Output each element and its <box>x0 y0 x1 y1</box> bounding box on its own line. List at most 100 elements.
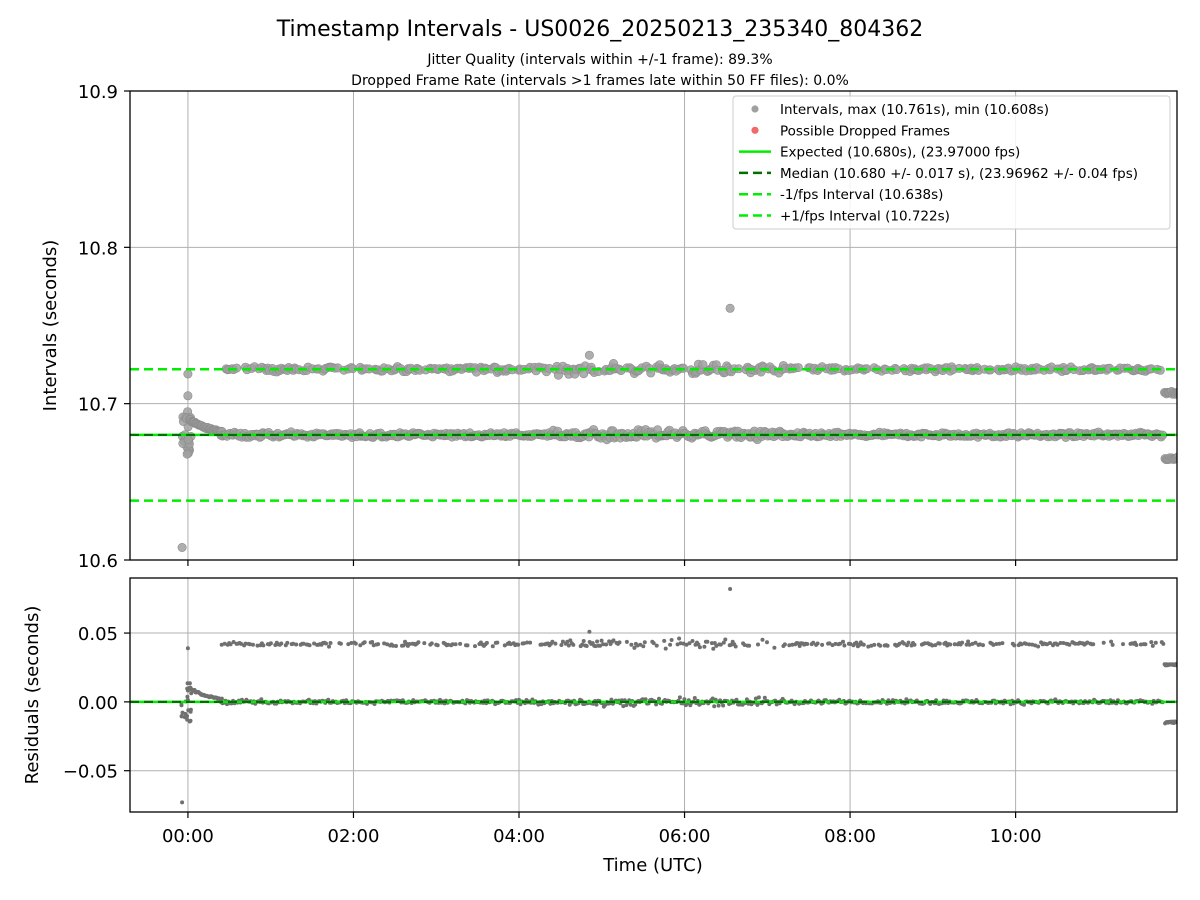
legend-box <box>732 95 1171 230</box>
data-point <box>711 646 716 651</box>
data-point <box>370 640 375 644</box>
data-point <box>1138 642 1143 647</box>
data-point <box>760 637 765 642</box>
data-point <box>902 641 906 646</box>
data-point <box>787 643 792 648</box>
data-point <box>307 643 312 648</box>
data-point <box>1022 702 1026 707</box>
y-tick-label: 0.05 <box>78 624 118 645</box>
data-point <box>458 641 463 646</box>
data-point <box>550 639 555 644</box>
data-point <box>753 696 758 701</box>
data-point <box>495 640 500 645</box>
data-point <box>687 641 692 646</box>
y-tick-label: 10.8 <box>78 238 118 259</box>
data-point <box>744 697 749 702</box>
data-point <box>239 641 244 646</box>
data-point <box>599 638 604 643</box>
data-point <box>793 363 803 373</box>
data-point <box>609 697 614 702</box>
residuals-panel: −0.05 0.00 0.05 00:00 02:00 04:00 06:00 08:00 10… <box>22 577 1182 847</box>
data-point <box>772 645 777 650</box>
data-point <box>1153 640 1158 645</box>
data-point <box>584 350 594 360</box>
data-point <box>594 702 599 707</box>
data-point <box>632 645 637 650</box>
data-point <box>967 642 972 647</box>
legend-label: Expected (10.680s), (23.97000 fps) <box>780 145 1020 161</box>
chart-subtitle-dropped: Dropped Frame Rate (intervals >1 frames … <box>351 73 849 89</box>
y-tick-label: 10.9 <box>78 82 118 103</box>
data-point <box>382 641 387 646</box>
data-point <box>1143 642 1148 647</box>
data-point <box>338 641 343 646</box>
data-point <box>580 642 585 647</box>
data-point <box>762 695 767 700</box>
y-axis-label: Residuals (seconds) <box>22 606 43 785</box>
data-point <box>922 641 927 646</box>
data-point <box>508 642 513 647</box>
data-point <box>721 703 726 708</box>
data-point <box>1000 641 1005 646</box>
data-point <box>698 360 708 370</box>
data-point <box>228 642 233 647</box>
data-point <box>677 636 682 641</box>
data-point <box>866 644 871 649</box>
data-point <box>641 644 646 649</box>
data-point <box>601 642 606 647</box>
data-point <box>1150 643 1155 648</box>
data-point <box>966 639 971 644</box>
data-point <box>324 641 328 646</box>
data-point <box>933 643 938 648</box>
data-point <box>349 641 354 645</box>
axes-frame <box>129 577 1178 813</box>
data-point <box>560 639 565 644</box>
data-point <box>964 642 969 647</box>
data-point <box>978 642 982 647</box>
data-point <box>465 643 470 648</box>
legend-marker <box>751 105 759 113</box>
data-point <box>183 369 193 379</box>
data-point <box>450 642 455 647</box>
data-point <box>604 642 609 647</box>
data-point <box>629 642 634 647</box>
data-point <box>259 697 264 702</box>
data-point <box>952 642 957 647</box>
data-point <box>643 697 648 702</box>
data-point <box>904 697 909 702</box>
data-point <box>1067 642 1072 647</box>
data-point <box>291 641 296 646</box>
data-point <box>723 637 728 642</box>
data-point <box>638 642 643 647</box>
data-point <box>841 639 845 644</box>
data-point <box>702 644 707 649</box>
data-point <box>728 587 733 591</box>
data-point <box>185 717 190 722</box>
data-point <box>553 641 558 646</box>
data-point <box>716 703 721 708</box>
data-point <box>854 640 859 645</box>
data-point <box>617 640 622 645</box>
data-point <box>747 643 752 648</box>
data-point <box>1110 642 1115 647</box>
data-point <box>177 542 187 552</box>
data-point <box>878 643 883 648</box>
data-point <box>681 641 686 646</box>
data-point <box>187 681 192 686</box>
data-point <box>593 644 598 649</box>
data-point <box>180 710 185 715</box>
data-point <box>186 708 191 713</box>
legend-label: -1/fps Interval (10.638s) <box>780 187 943 203</box>
intervals-panel: 10.6 10.7 10.8 10.9 Intervals (seconds) Inter… <box>40 82 1178 572</box>
data-point <box>1012 643 1017 648</box>
data-point <box>1178 663 1182 667</box>
legend-label: Intervals, max (10.761s), min (10.608s) <box>780 102 1049 118</box>
data-point <box>1061 641 1066 645</box>
data-point <box>721 640 726 645</box>
chart-title: Timestamp Intervals - US0026_20250213_23… <box>276 17 923 42</box>
legend-label: Median (10.680 +/- 0.017 s), (23.96962 +… <box>780 166 1138 182</box>
data-point <box>328 641 333 645</box>
data-point <box>663 646 668 651</box>
data-point <box>651 641 656 646</box>
